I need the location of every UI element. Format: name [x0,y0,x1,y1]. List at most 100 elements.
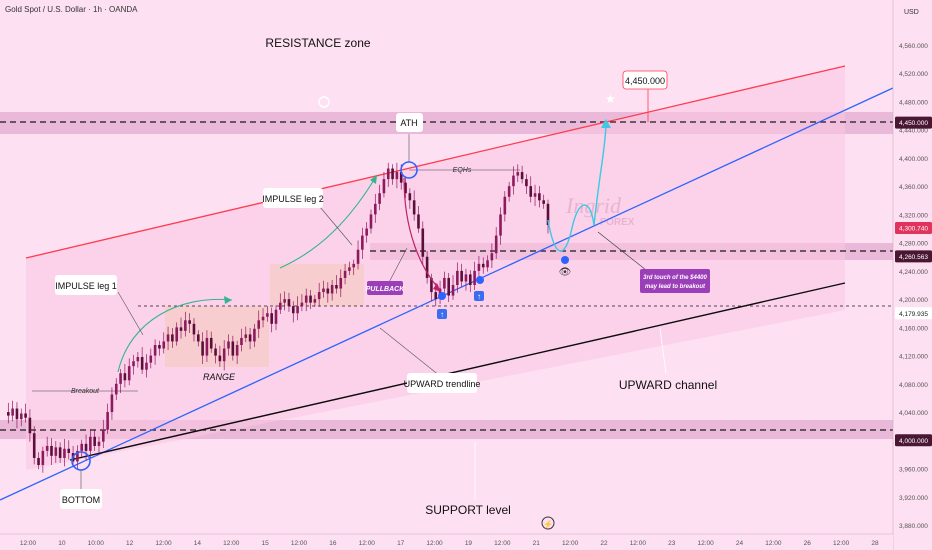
pullback-arrow [403,177,441,291]
upward-trendline[interactable] [0,87,894,501]
candle-body [274,309,278,324]
flag-icon [318,96,330,108]
candle-body [270,313,273,324]
y-tick-label: 3,880.000 [899,523,928,530]
y-tick-label: 4,480.000 [899,99,928,106]
y-tick-label: 4,400.000 [899,156,928,163]
candle-body [330,285,334,294]
instrument-title: Gold Spot / U.S. Dollar · 1h · OANDA [5,5,138,14]
price-tag-bg [895,434,932,447]
candle-body [378,193,381,204]
candle-body [110,394,114,413]
range-box [165,306,269,367]
candle-body [149,355,153,363]
callout-connector [597,231,647,271]
candle-body [287,299,291,307]
candle-body [257,320,261,329]
impulse-leg-1-arrowhead [224,296,232,304]
candle-body [468,274,472,285]
candle-body [214,348,217,356]
resistance-zone-label: RESISTANCE zone [265,36,370,50]
watermark-sub: FOREX [600,217,635,228]
price-tag-bg [895,116,932,129]
impulse-leg-2-arrowhead [370,175,377,184]
candle-body [356,249,360,264]
up-arrow-glyph-1: ↑ [440,310,444,319]
star-icon: ★ [605,92,616,106]
candle-body [102,429,105,442]
candle-body [84,443,88,451]
candle-body [19,413,23,420]
y-tick-label: 4,200.000 [899,297,928,304]
upward-channel-line[interactable] [69,282,846,461]
candle-body [404,182,407,194]
candle-body [412,200,416,215]
candle-body [283,299,286,303]
candle-body [304,295,308,303]
y-tick-label: 3,920.000 [899,495,928,502]
y-tick-label: 4,160.000 [899,325,928,332]
time-axis: 12:00 10 10:00 12 12:00 14 12:00 15 12:00 16 12:00… [0,533,893,550]
candle-body [313,299,317,303]
watermark-logo: Ingrid FOREX [565,193,635,228]
candle-body [391,168,394,180]
candle-body [395,172,399,180]
candle-body [7,412,10,416]
candle-body [417,214,420,229]
x-tick-label: 15 [262,540,270,547]
candle-body [542,200,545,204]
candle-body [361,235,364,250]
candle-body [45,445,49,451]
candle-body [235,345,239,356]
candle-body [335,285,338,289]
candle-body [425,256,429,278]
candle-body [140,357,144,370]
candle-body [309,295,312,303]
candle-body [486,260,489,268]
candle-body [192,323,196,335]
x-tick-label: 12:00 [291,540,308,547]
x-tick-label: 12:00 [426,540,443,547]
candle-body [41,450,45,465]
candle-body [261,316,265,321]
candle-body [58,447,62,458]
x-tick-label: 12:00 [697,540,714,547]
ath-label-box [396,113,423,132]
candle-body [240,337,243,345]
price-tag-bg [895,222,932,235]
lightning-glyph: ⚡ [543,519,553,529]
x-tick-label: 12:00 [359,540,376,547]
y-tick-label: 4,240.000 [899,269,928,276]
candle-body [473,270,476,285]
candle-body [430,277,433,293]
callout-line-1: 3rd touch of the $4400 [643,275,707,281]
x-tick-label: 12:00 [223,540,240,547]
candle-body [512,175,515,187]
candle-body [538,193,541,201]
candle-body [201,341,204,356]
candle-body [507,186,511,197]
candle-body [222,348,226,362]
bottom-label: BOTTOM [62,495,100,505]
projection-path-2 [593,124,607,226]
candle-body [196,334,200,342]
range-label: RANGE [203,372,236,382]
candle-body [24,413,27,418]
candle-body [11,408,14,416]
candle-body [322,288,325,293]
candle-body [248,334,252,342]
y-tick-label: 4,520.000 [899,71,928,78]
y-tick-label: 4,280.000 [899,241,928,248]
x-tick-label: 12:00 [494,540,511,547]
resistance-trendline[interactable] [25,65,846,259]
candle-body [374,203,377,215]
candle-body [434,292,438,300]
currency-label: USD [904,9,919,16]
candle-body [291,306,295,314]
impulse-1-connector [117,291,144,336]
candle-body [114,383,118,395]
candle-body [516,172,520,176]
candle-body [50,445,53,456]
